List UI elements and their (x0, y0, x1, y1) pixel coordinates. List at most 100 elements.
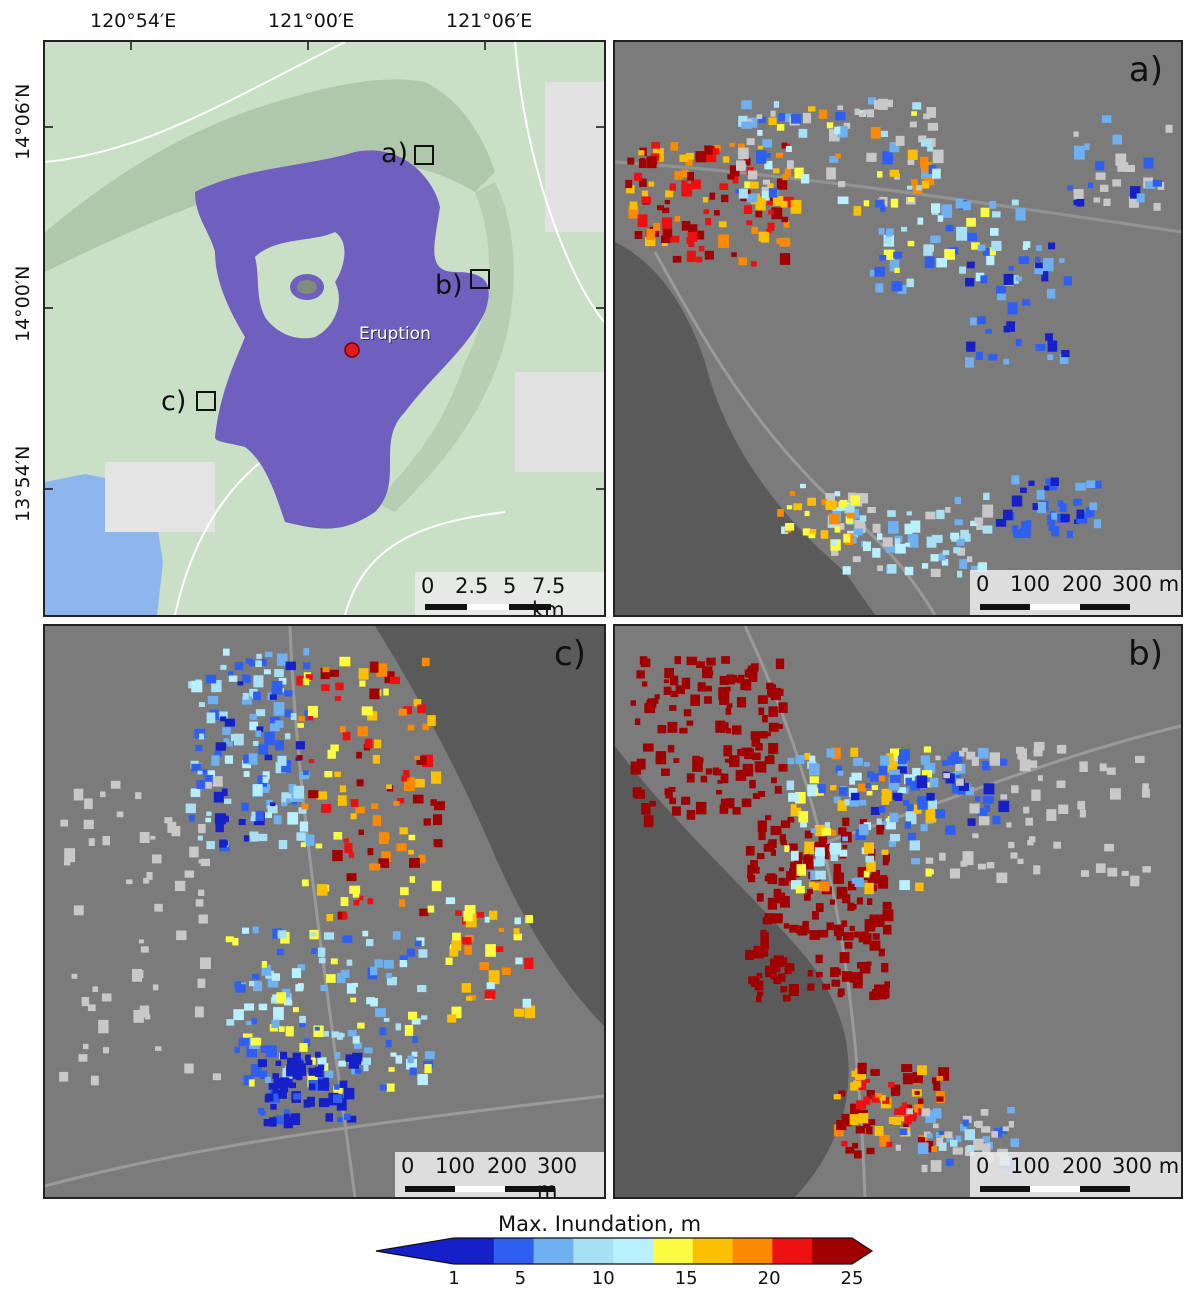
building-footprint (206, 712, 216, 724)
building-footprint (427, 905, 435, 913)
building-footprint (404, 777, 415, 791)
building-footprint (786, 871, 796, 882)
building-footprint (805, 852, 811, 858)
building-footprint (883, 924, 892, 935)
building-footprint (754, 980, 764, 991)
building-footprint (1011, 475, 1020, 485)
building-footprint (110, 780, 121, 789)
building-footprint (199, 733, 205, 740)
building-footprint (925, 868, 932, 877)
building-footprint (154, 903, 163, 912)
building-footprint (399, 827, 408, 835)
building-footprint (788, 843, 798, 852)
building-footprint (787, 817, 795, 823)
building-footprint (998, 800, 1010, 813)
building-footprint (762, 139, 772, 148)
building-footprint (777, 973, 786, 982)
building-footprint (417, 704, 426, 714)
building-footprint (433, 839, 442, 847)
building-footprint (741, 121, 752, 129)
building-footprint (299, 771, 310, 780)
building-footprint (146, 872, 153, 880)
building-footprint (886, 230, 893, 237)
building-footprint (339, 785, 347, 793)
building-footprint (936, 1096, 944, 1102)
building-footprint (353, 900, 360, 906)
building-footprint (522, 998, 532, 1008)
building-footprint (265, 1093, 274, 1102)
building-footprint (418, 949, 428, 958)
building-footprint (524, 1005, 536, 1019)
building-footprint (486, 982, 495, 989)
building-footprint (917, 217, 924, 225)
building-footprint (830, 967, 840, 978)
building-footprint (176, 930, 187, 941)
building-footprint (864, 882, 874, 895)
building-footprint (278, 677, 287, 685)
building-footprint (907, 185, 913, 190)
building-footprint (749, 181, 759, 189)
building-footprint (842, 844, 848, 849)
building-footprint (790, 807, 802, 817)
building-footprint (852, 533, 858, 538)
building-footprint (744, 181, 753, 189)
building-footprint (421, 657, 430, 667)
building-footprint (906, 1104, 912, 1110)
colorbar-extend-min (376, 1238, 454, 1264)
building-footprint (973, 1138, 984, 1151)
building-footprint (249, 721, 259, 731)
building-footprint (299, 821, 309, 832)
building-footprint (850, 747, 859, 757)
building-footprint (890, 834, 901, 842)
building-footprint (765, 732, 771, 737)
building-footprint (275, 761, 287, 774)
panel-c-map (45, 626, 604, 1197)
building-footprint (921, 1164, 928, 1173)
urban-area-talisay (105, 462, 215, 532)
building-footprint (285, 1026, 294, 1037)
main-road (615, 160, 1181, 234)
building-footprint (837, 988, 845, 996)
building-footprint (992, 211, 1001, 218)
building-footprint (271, 1019, 280, 1028)
building-footprint (788, 792, 799, 802)
building-footprint (706, 151, 717, 163)
building-footprint (983, 247, 990, 256)
building-footprint (756, 150, 767, 164)
building-footprint (64, 859, 71, 866)
building-footprint (646, 156, 657, 169)
building-footprint (1035, 262, 1043, 269)
panel-b: b) 0 100 200 300 m (613, 624, 1183, 1199)
building-footprint (1079, 761, 1088, 772)
building-footprint (705, 217, 712, 226)
building-footprint (756, 995, 762, 1003)
building-footprint (904, 542, 910, 547)
building-footprint (403, 706, 413, 715)
building-footprint (463, 910, 473, 922)
building-footprint (1117, 162, 1127, 172)
building-footprint (664, 200, 671, 205)
building-footprint (663, 679, 670, 684)
building-footprint (849, 1114, 859, 1125)
building-footprint (767, 897, 778, 910)
building-footprint (768, 117, 777, 126)
building-footprint (936, 509, 945, 520)
building-footprint (843, 534, 851, 543)
building-footprint (171, 826, 181, 837)
building-footprint (920, 139, 932, 147)
building-footprint (344, 1113, 351, 1121)
building-footprint (943, 773, 950, 779)
building-footprint (297, 723, 304, 728)
building-footprint (883, 853, 890, 863)
building-footprint (744, 679, 752, 686)
building-footprint (352, 1035, 360, 1044)
building-footprint (917, 1137, 925, 1145)
building-footprint (293, 1072, 299, 1079)
building-footprint (321, 684, 330, 692)
building-footprint (1066, 530, 1073, 538)
building-footprint (406, 948, 416, 957)
building-footprint (255, 810, 264, 821)
building-footprint (849, 777, 856, 785)
building-footprint (501, 967, 511, 975)
building-footprint (890, 198, 899, 208)
